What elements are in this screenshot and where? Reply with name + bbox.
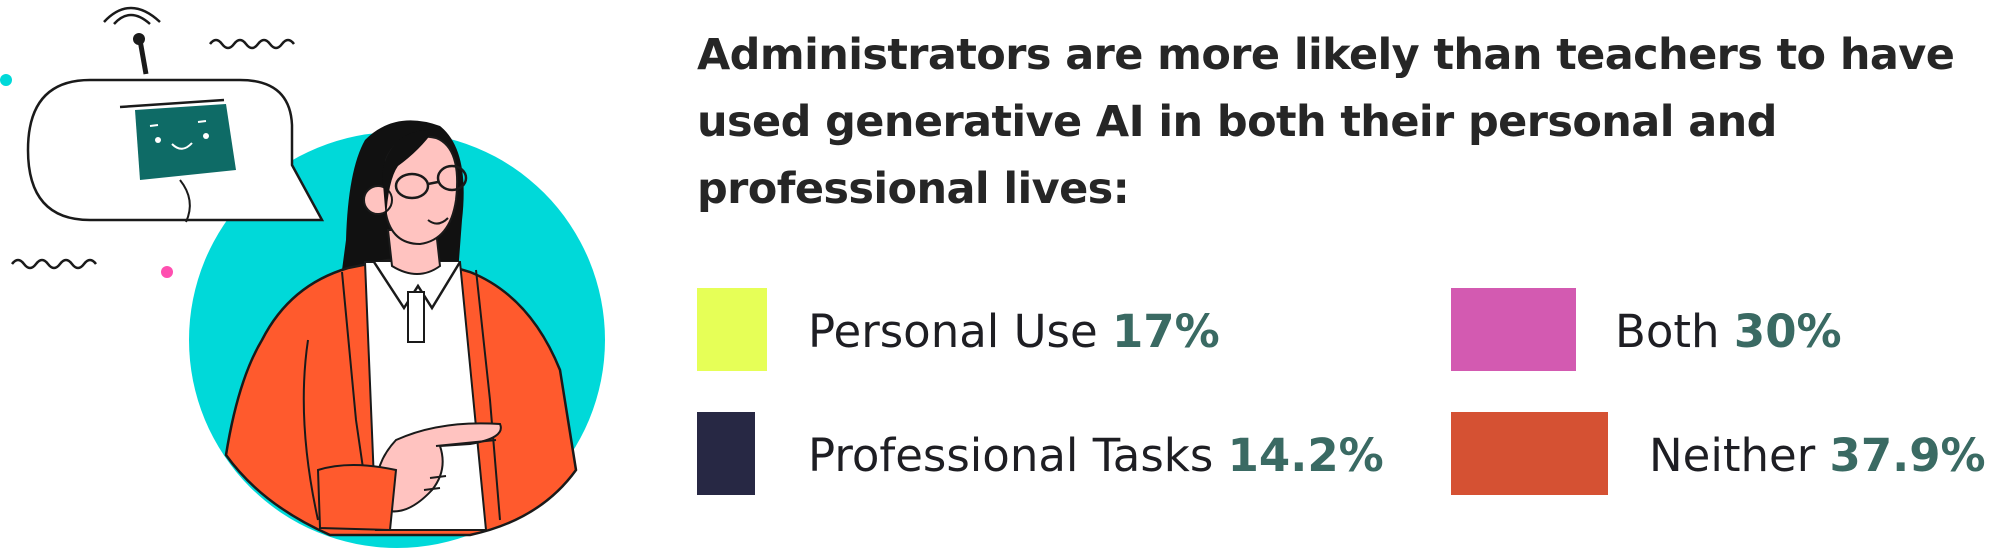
- dot-icon: [161, 266, 173, 278]
- legend-swatch-personal-use: [697, 288, 767, 371]
- woman-pointing-icon: [224, 120, 578, 537]
- legend-label-professional-tasks: Professional Tasks: [808, 429, 1214, 482]
- squiggle-icon: [11, 258, 97, 270]
- robot-speech-bubble-icon: [26, 6, 325, 223]
- legend-label-personal-use: Personal Use: [808, 305, 1098, 358]
- dot-icon: [0, 74, 12, 86]
- legend-swatch-neither: [1451, 412, 1608, 495]
- data-label-neither: 37.9%: [1829, 429, 1986, 482]
- illustration: [0, 6, 605, 548]
- squiggle-icon: [209, 38, 295, 50]
- data-label-personal-use: 17%: [1111, 305, 1220, 358]
- data-label-professional-tasks: 14.2%: [1227, 429, 1384, 482]
- legend-label-neither: Neither: [1649, 429, 1816, 482]
- data-label-both: 30%: [1733, 305, 1842, 358]
- legend-label-both: Both: [1615, 305, 1720, 358]
- legend-swatch-both: [1451, 288, 1576, 371]
- chart-title: Administrators are more likely than teac…: [697, 30, 1955, 214]
- legend-swatch-professional-tasks: [697, 412, 755, 495]
